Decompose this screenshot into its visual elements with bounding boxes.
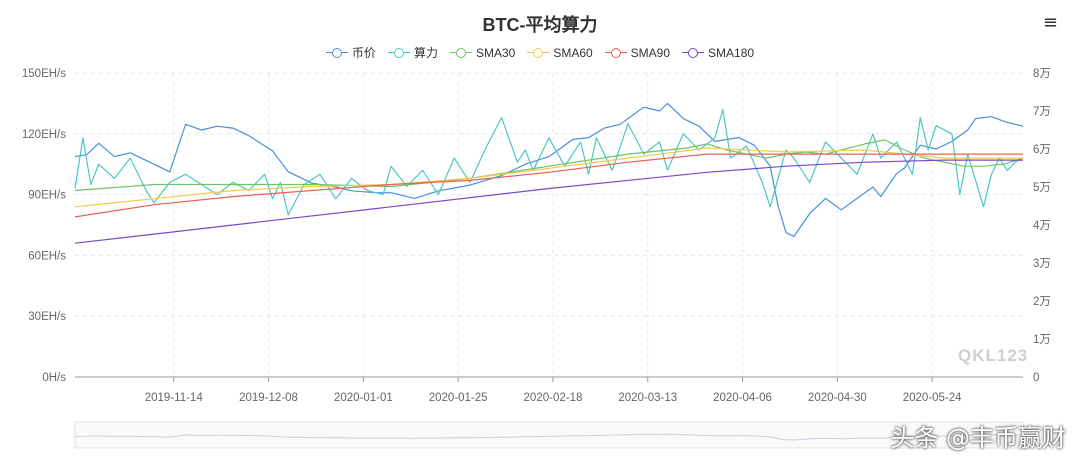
legend-line-circle-icon bbox=[449, 47, 472, 58]
right-tick-label: 1万 bbox=[1033, 334, 1051, 346]
navigator-preview-line bbox=[74, 433, 1024, 441]
left-axis: 0H/s 30EH/s 60EH/s 90EH/s 120EH/s 150EH/s bbox=[22, 68, 66, 384]
left-tick-label: 30EH/s bbox=[28, 311, 66, 323]
left-tick-label: 90EH/s bbox=[28, 190, 66, 202]
chart-title: BTC-平均算力 bbox=[482, 15, 598, 35]
series-line-币价 bbox=[74, 102, 1024, 237]
legend-item-SMA90[interactable]: SMA90 bbox=[604, 44, 671, 61]
series-line-SMA30 bbox=[74, 139, 1024, 192]
right-tick-label: 5万 bbox=[1033, 182, 1051, 194]
series-line-SMA90 bbox=[74, 153, 1023, 218]
x-tick-label: 2020-01-01 bbox=[334, 392, 393, 404]
legend-label: SMA90 bbox=[630, 45, 671, 60]
left-tick-label: 120EH/s bbox=[22, 129, 66, 141]
grid-lines bbox=[75, 72, 1023, 377]
x-axis: 2019-11-14 2019-12-08 2020-01-01 2020-01-25… bbox=[75, 376, 1023, 404]
x-tick-label: 2020-02-18 bbox=[524, 392, 583, 404]
legend-line-circle-icon bbox=[387, 47, 410, 58]
right-tick-label: 3万 bbox=[1033, 258, 1051, 270]
x-tick-label: 2019-12-08 bbox=[239, 392, 298, 404]
left-tick-label: 60EH/s bbox=[28, 250, 66, 262]
right-tick-label: 2万 bbox=[1033, 296, 1051, 308]
legend-item-算力[interactable]: 算力 bbox=[387, 44, 438, 61]
right-tick-label: 4万 bbox=[1033, 220, 1051, 232]
series-layer bbox=[74, 102, 1024, 244]
qkl123-logo: QKL123 bbox=[958, 346, 1029, 365]
legend-item-SMA180[interactable]: SMA180 bbox=[682, 44, 754, 61]
legend-line-circle-icon bbox=[325, 47, 348, 58]
legend: 币价 算力 SMA30 SMA60 SMA90 SMA180 bbox=[0, 44, 1080, 61]
right-axis: 0 1万 2万 3万 4万 5万 6万 7万 8万 bbox=[1033, 68, 1051, 384]
legend-label: SMA60 bbox=[553, 45, 593, 60]
legend-line-circle-icon bbox=[682, 47, 705, 58]
x-tick-label: 2019-11-14 bbox=[145, 392, 204, 404]
series-line-SMA60 bbox=[74, 147, 1023, 208]
legend-label: 币价 bbox=[351, 46, 376, 60]
x-tick-label: 2020-04-30 bbox=[808, 392, 867, 404]
left-tick-label: 150EH/s bbox=[22, 68, 66, 80]
legend-item-SMA30[interactable]: SMA30 bbox=[449, 44, 516, 61]
right-tick-label: 8万 bbox=[1033, 68, 1051, 80]
x-tick-label: 2020-03-13 bbox=[618, 392, 677, 404]
series-line-SMA180 bbox=[74, 159, 1023, 244]
legend-item-SMA60[interactable]: SMA60 bbox=[527, 44, 593, 61]
legend-item-币价[interactable]: 币价 bbox=[325, 44, 376, 61]
menu-icon[interactable]: ≡ bbox=[1042, 12, 1058, 33]
left-tick-label: 0H/s bbox=[42, 372, 66, 384]
source-watermark: 头条 @丰币赢财 bbox=[890, 424, 1066, 452]
x-tick-label: 2020-01-25 bbox=[429, 392, 488, 404]
right-tick-label: 7万 bbox=[1033, 106, 1051, 118]
x-tick-label: 2020-04-06 bbox=[713, 392, 772, 404]
legend-label: 算力 bbox=[413, 46, 438, 60]
zoom-navigator[interactable] bbox=[74, 421, 1024, 449]
x-tick-label: 2020-05-24 bbox=[903, 392, 962, 404]
right-tick-label: 0 bbox=[1033, 372, 1039, 384]
legend-label: SMA30 bbox=[475, 45, 516, 60]
right-tick-label: 6万 bbox=[1033, 144, 1051, 156]
legend-line-circle-icon bbox=[527, 47, 550, 58]
legend-line-circle-icon bbox=[604, 47, 627, 58]
legend-label: SMA180 bbox=[708, 45, 755, 60]
